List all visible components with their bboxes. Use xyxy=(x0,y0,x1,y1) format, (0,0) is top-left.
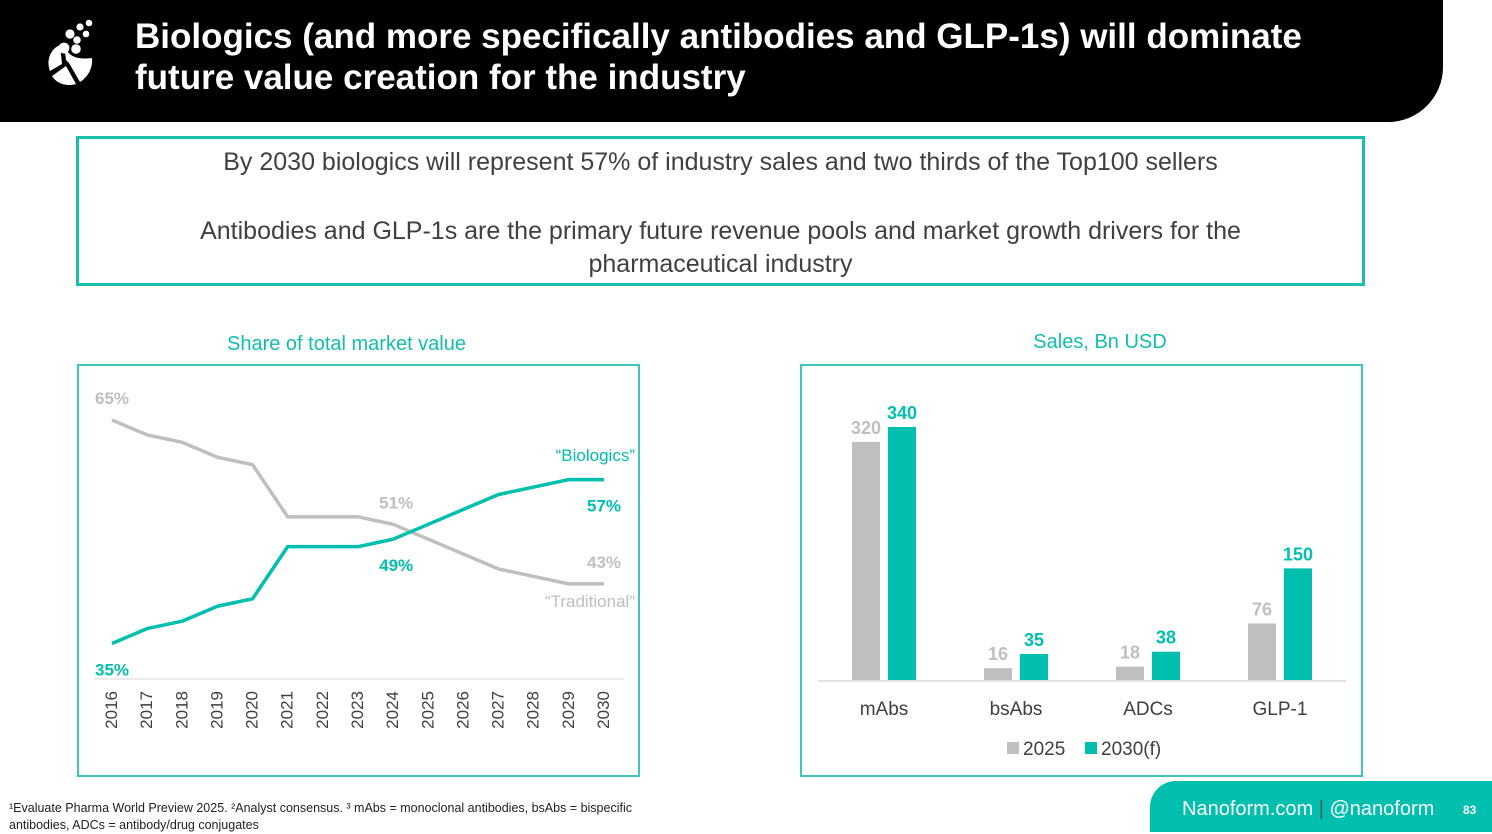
line-chart-title: Share of total market value xyxy=(226,333,466,355)
bar-value-label: 35 xyxy=(1024,630,1044,650)
x-tick-label: mAbs xyxy=(860,699,909,720)
series-label-traditional: “Traditional” xyxy=(545,592,635,611)
series-label-biologics: “Biologics” xyxy=(556,446,636,465)
bar-mabs-2025 xyxy=(852,441,880,680)
bar-adcs-2025 xyxy=(1116,666,1144,680)
page-title: Biologics (and more specifically antibod… xyxy=(135,16,1302,98)
x-tick-label: 2020 xyxy=(243,691,262,729)
bar-glp-1-2025 xyxy=(1248,623,1276,680)
website-link[interactable]: Nanoform.com xyxy=(1182,798,1314,820)
bar-value-label: 76 xyxy=(1252,599,1272,619)
bar-bsabs-2030f xyxy=(1020,653,1048,680)
x-tick-label: 2029 xyxy=(559,691,578,729)
bar-glp-1-2030f xyxy=(1284,568,1312,680)
bar-adcs-2030f xyxy=(1152,651,1180,680)
line-chart-panel: 2016 2017 2018 2019 2020 2021 2022 2023 2024 2025… xyxy=(77,364,640,777)
data-label: 65% xyxy=(95,389,129,408)
bar-value-label: 150 xyxy=(1283,544,1313,564)
x-tick-label: 2025 xyxy=(418,691,437,729)
line-chart: 2016 2017 2018 2019 2020 2021 2022 2023 2024 2025… xyxy=(94,389,636,729)
data-label: 35% xyxy=(95,661,129,680)
footer-links: Nanoform.com | @nanoform xyxy=(1182,798,1434,821)
key-message-2: Antibodies and GLP-1s are the primary fu… xyxy=(200,217,1241,278)
legend-swatch xyxy=(1085,742,1097,754)
bar-value-label: 18 xyxy=(1120,643,1140,663)
x-tick-label: GLP-1 xyxy=(1253,699,1308,720)
data-label: 49% xyxy=(379,556,413,575)
x-tick-label: 2017 xyxy=(137,691,156,729)
bar-bsabs-2025 xyxy=(984,668,1012,680)
bar-chart: 320 340 mAbs 16 35 bsAbs 18 38 ADCs 76 150 GLP-1 202… xyxy=(818,403,1346,760)
title-line-2: future value creation for the industry xyxy=(135,58,746,97)
x-tick-label: 2018 xyxy=(172,691,191,729)
x-tick-label: 2027 xyxy=(489,691,508,729)
x-tick-label: bsAbs xyxy=(990,699,1043,720)
footer-separator: | xyxy=(1318,798,1324,820)
bar-chart-title: Sales, Bn USD xyxy=(1033,331,1167,353)
legend-swatch xyxy=(1007,742,1019,754)
legend-label: 2030(f) xyxy=(1101,739,1161,760)
x-tick-label: 2022 xyxy=(313,691,332,729)
x-tick-label: 2030 xyxy=(594,691,613,729)
x-tick-label: 2023 xyxy=(348,691,367,729)
footer-badge: Nanoform.com | @nanoform 83 xyxy=(1150,781,1492,832)
biologics-line xyxy=(111,477,604,646)
footnote: ¹Evaluate Pharma World Preview 2025. ²An… xyxy=(9,800,689,834)
page-number: 83 xyxy=(1463,803,1477,817)
key-message-1: By 2030 biologics will represent 57% of … xyxy=(223,148,1218,176)
footnote-line-2: antibodies, ADCs = antibody/drug conjuga… xyxy=(9,818,259,832)
bar-value-label: 320 xyxy=(851,418,881,438)
legend-label: 2025 xyxy=(1023,739,1065,760)
social-handle-link[interactable]: @nanoform xyxy=(1329,798,1435,820)
x-tick-label: 2019 xyxy=(207,691,226,729)
bar-mabs-2030f xyxy=(888,427,916,680)
header-bar: Biologics (and more specifically antibod… xyxy=(0,0,1443,122)
x-tick-label: 2026 xyxy=(453,691,472,729)
x-tick-label: 2024 xyxy=(383,691,402,729)
title-line-1: Biologics (and more specifically antibod… xyxy=(135,17,1302,56)
bar-chart-panel: 320 340 mAbs 16 35 bsAbs 18 38 ADCs 76 150 GLP-1 202… xyxy=(800,364,1363,777)
traditional-line xyxy=(111,418,604,586)
nanoform-logo-icon xyxy=(48,19,93,86)
footnote-line-1: ¹Evaluate Pharma World Preview 2025. ²An… xyxy=(9,801,632,815)
data-label: 57% xyxy=(587,497,621,516)
data-label: 43% xyxy=(587,553,621,572)
data-label: 51% xyxy=(379,493,413,512)
x-tick-label: 2016 xyxy=(102,691,121,729)
bar-value-label: 38 xyxy=(1156,628,1176,648)
bar-value-label: 340 xyxy=(887,403,917,423)
x-tick-label: 2021 xyxy=(278,691,297,729)
x-tick-label: 2028 xyxy=(524,691,543,729)
bar-value-label: 16 xyxy=(988,644,1008,664)
x-tick-label: ADCs xyxy=(1123,699,1173,720)
key-message-box: By 2030 biologics will represent 57% of … xyxy=(76,136,1365,286)
